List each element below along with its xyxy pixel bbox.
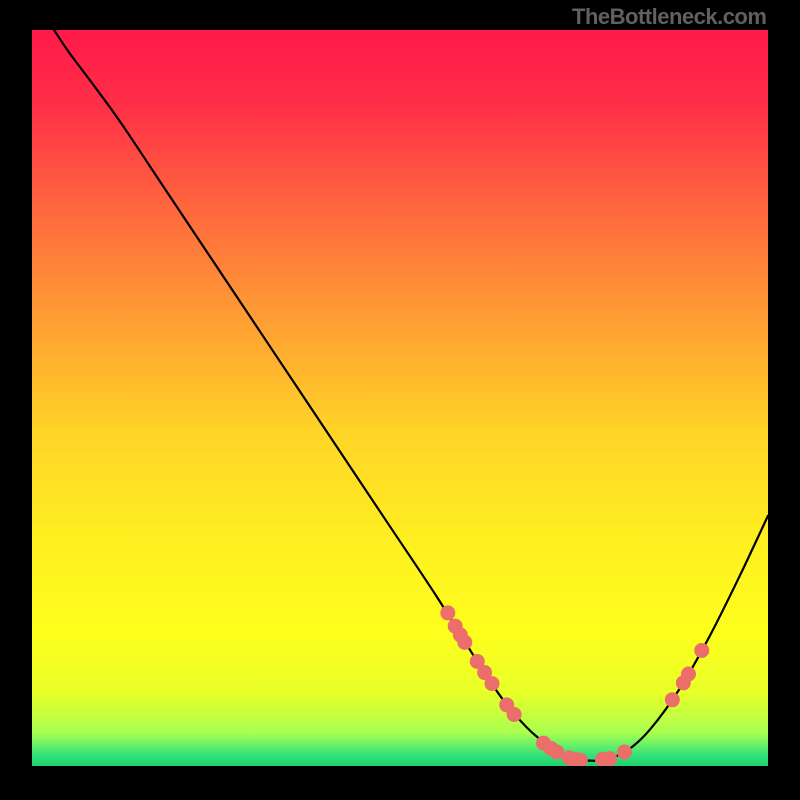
plot-background <box>32 30 768 766</box>
marker-point <box>665 692 680 707</box>
chart-svg <box>32 30 768 766</box>
watermark-text: TheBottleneck.com <box>572 4 766 30</box>
marker-point <box>507 707 522 722</box>
marker-point <box>602 751 617 766</box>
marker-point <box>617 745 632 760</box>
marker-point <box>694 643 709 658</box>
marker-point <box>681 667 696 682</box>
chart-frame: TheBottleneck.com <box>0 0 800 800</box>
marker-point <box>440 605 455 620</box>
marker-point <box>457 635 472 650</box>
marker-point <box>485 676 500 691</box>
plot-area <box>32 30 768 766</box>
